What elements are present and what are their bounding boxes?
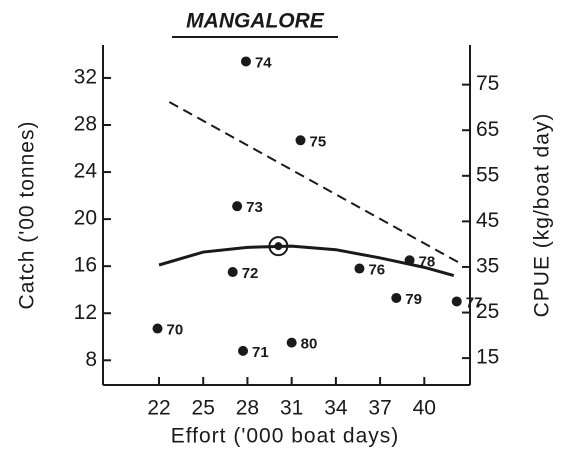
point-label: 71 [252,344,269,361]
chart-title: MANGALORE [186,10,325,33]
point-label: 70 [167,321,184,338]
y2-tick-label: 45 [476,209,499,232]
data-point [286,337,297,348]
point-label: 79 [405,291,422,308]
point-label: 75 [310,133,327,150]
y-tick-label: 8 [85,348,97,371]
point-label: 78 [419,253,436,270]
data-point [232,201,243,212]
y-tick-label: 32 [74,65,97,88]
x-tick-label: 37 [368,397,391,420]
data-point [451,296,462,307]
x-tick-label: 22 [147,397,170,420]
x-tick-label: 34 [324,397,348,420]
x-tick-label: 28 [236,397,259,420]
y-tick-label: 12 [74,301,97,324]
data-point [240,56,251,67]
data-point [295,135,306,146]
data-point [152,323,163,334]
y2-tick-label: 35 [476,255,499,278]
y2-tick-label: 55 [476,163,499,186]
data-point [227,267,238,278]
x-axis-label: Effort ('000 boat days) [171,425,400,448]
x-tick-label: 31 [280,397,303,420]
optimum-ring [268,236,289,257]
y2-tick-label: 65 [476,118,499,141]
y2-tick-label: 75 [476,72,499,95]
point-label: 76 [368,261,385,278]
data-point [354,263,365,274]
y-tick-label: 16 [74,254,97,277]
y2-tick-label: 15 [476,346,499,369]
y-tick-label: 20 [74,207,97,230]
data-point [404,255,415,266]
point-label: 80 [301,336,318,353]
catch-curve [158,244,455,278]
y2-axis-label: CPUE (kg/boat day) [531,113,554,318]
y2-tick-label: 25 [476,300,499,323]
point-label: 73 [246,199,263,216]
y-tick-label: 24 [74,160,98,183]
point-label: 77 [466,294,483,311]
x-tick-label: 25 [192,397,215,420]
point-label: 74 [255,54,272,71]
y-axis-label: Catch ('00 tonnes) [16,121,39,310]
y-tick-label: 28 [74,113,97,136]
cpue-line [168,101,464,266]
point-label: 72 [242,265,259,282]
optimum-point [274,242,283,251]
x-tick-label: 40 [413,397,436,420]
data-point [238,345,249,356]
data-point [391,292,402,303]
